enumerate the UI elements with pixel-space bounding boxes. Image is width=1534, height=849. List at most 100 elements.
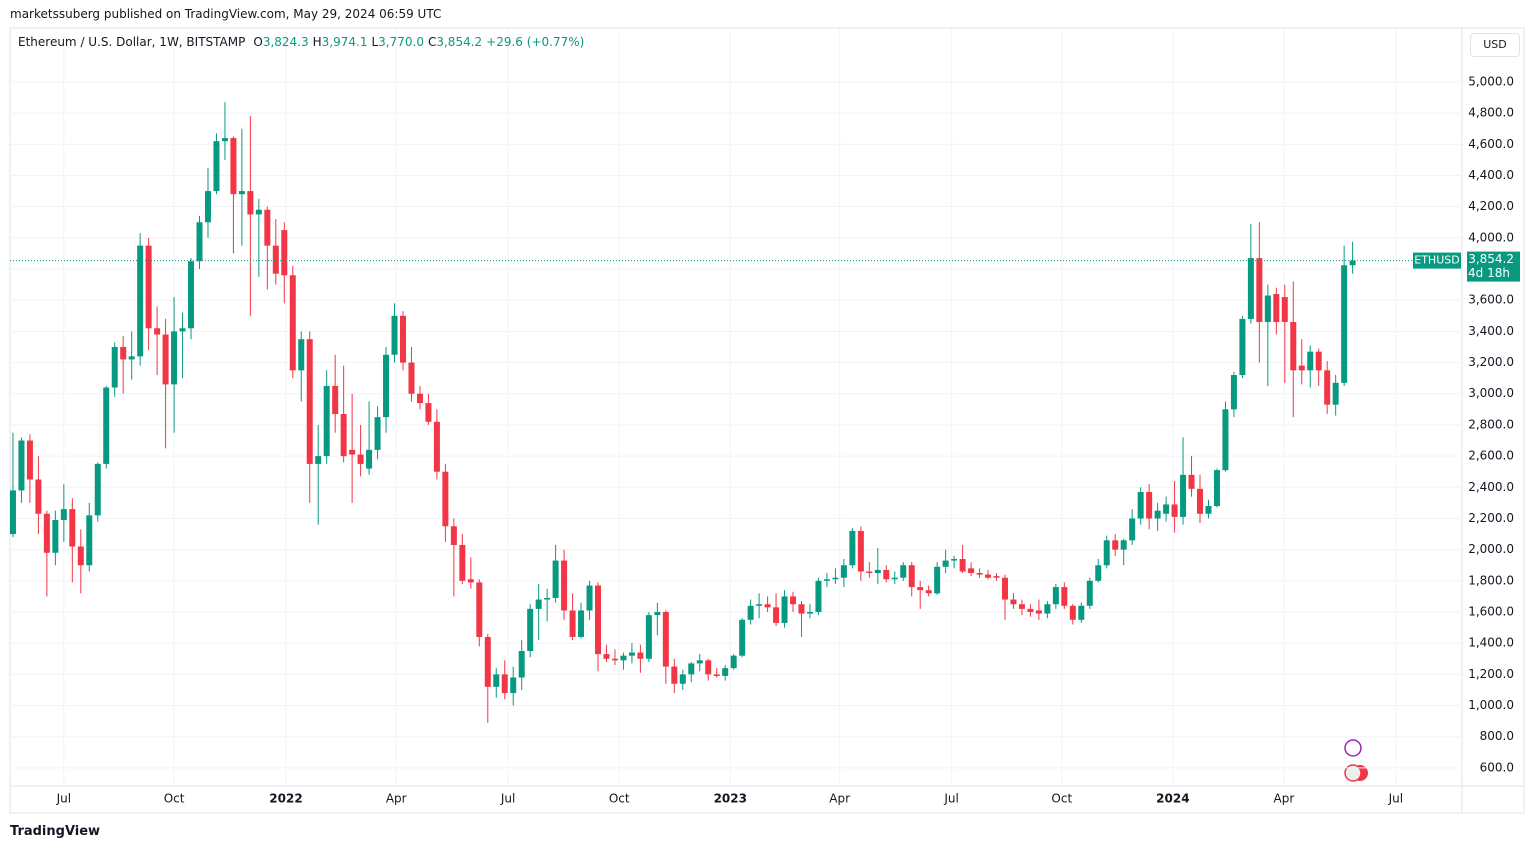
candle-body xyxy=(1230,375,1237,410)
candle-body xyxy=(637,652,644,659)
candle-body xyxy=(120,346,127,360)
event-icon[interactable] xyxy=(1344,764,1362,782)
candle-body xyxy=(925,590,932,594)
candle-body xyxy=(255,209,262,215)
publish-header: marketssuberg published on TradingView.c… xyxy=(10,7,442,21)
candle-body xyxy=(891,577,898,580)
candle-body xyxy=(289,275,296,371)
candle-body xyxy=(1281,297,1288,323)
price-tag xyxy=(1467,251,1520,282)
candle-body xyxy=(1069,605,1076,620)
candle-body xyxy=(196,222,203,262)
candle-body xyxy=(934,566,941,594)
candle-body xyxy=(1239,318,1246,376)
candle-body xyxy=(798,604,805,614)
candle-body xyxy=(900,565,907,578)
candle-body xyxy=(951,559,958,561)
candle-body xyxy=(654,612,661,616)
candle-body xyxy=(611,658,618,661)
candle-body xyxy=(442,471,449,527)
candle-body xyxy=(586,585,593,611)
candle-body xyxy=(688,663,695,675)
x-tick-label: Apr xyxy=(386,792,407,806)
candle-body xyxy=(450,526,457,545)
candle-body xyxy=(595,585,602,655)
candle-body xyxy=(1264,295,1271,323)
footer-logo: TradingView xyxy=(10,824,101,839)
candle-body xyxy=(459,544,466,581)
candle-body xyxy=(739,619,746,656)
candle-body xyxy=(1290,322,1297,371)
candle-body xyxy=(366,449,373,469)
candle-body xyxy=(103,387,110,464)
legend-key: L xyxy=(371,35,379,49)
legend-key: H xyxy=(312,35,322,49)
candle-body xyxy=(747,605,754,620)
x-tick-label: 2022 xyxy=(269,792,302,806)
candle-body xyxy=(1095,565,1102,581)
legend-key: O xyxy=(253,35,263,49)
candle-body xyxy=(1086,580,1093,606)
candle-body xyxy=(544,597,551,600)
candle-body xyxy=(332,385,339,415)
symbol: Ethereum / U.S. Dollar, 1W, BITSTAMP xyxy=(18,35,246,49)
candle-body xyxy=(1349,260,1356,266)
legend-value: 3,974.1 xyxy=(321,35,368,49)
candle-body xyxy=(467,579,474,583)
x-tick-label: Apr xyxy=(1274,792,1295,806)
candle-body xyxy=(391,315,398,355)
y-tick-label: 1,800.0 xyxy=(1468,573,1514,587)
candle-body xyxy=(416,393,423,404)
candle-body xyxy=(340,414,347,457)
candle-body xyxy=(35,479,42,514)
candle-body xyxy=(238,191,245,195)
candle-body xyxy=(43,513,50,553)
candle-body xyxy=(552,560,559,598)
y-tick-label: 1,200.0 xyxy=(1468,667,1514,681)
candle-body xyxy=(52,520,59,553)
candle-body xyxy=(993,576,1000,578)
candle-body xyxy=(128,356,135,360)
candle-body xyxy=(154,328,161,335)
candle-body xyxy=(1341,265,1348,383)
candle-body xyxy=(1171,504,1178,517)
candle-body xyxy=(399,315,406,363)
candle-body xyxy=(179,328,186,332)
candle-body xyxy=(790,596,797,605)
currency-button[interactable]: USD xyxy=(1470,33,1520,57)
y-tick-label: 4,400.0 xyxy=(1468,168,1514,182)
candle-body xyxy=(145,245,152,329)
candle-body xyxy=(823,579,830,581)
candle-body xyxy=(1256,258,1263,323)
candle-body xyxy=(230,138,237,195)
candle-body xyxy=(518,650,525,678)
candle-body xyxy=(408,362,415,394)
candle-body xyxy=(942,560,949,567)
y-tick-label: 3,000.0 xyxy=(1468,386,1514,400)
event-icon[interactable] xyxy=(1344,739,1362,757)
y-tick-label: 3,600.0 xyxy=(1468,293,1514,307)
legend-value: 3,824.3 xyxy=(262,35,309,49)
candle-body xyxy=(696,660,703,664)
candle-body xyxy=(374,417,381,450)
candle-body xyxy=(705,660,712,675)
candle-body xyxy=(968,568,975,574)
candle-body xyxy=(18,440,25,491)
legend: Ethereum / U.S. Dollar, 1W, BITSTAMP O3,8… xyxy=(18,35,588,49)
candle-body xyxy=(213,141,220,192)
x-tick-label: Jul xyxy=(1388,792,1403,806)
candle-body xyxy=(60,509,67,521)
x-tick-label: Jul xyxy=(943,792,958,806)
candle-body xyxy=(756,604,763,606)
candle-body xyxy=(1027,608,1034,613)
candle-body xyxy=(959,559,966,572)
y-tick-label: 3,400.0 xyxy=(1468,324,1514,338)
candle-body xyxy=(832,577,839,580)
y-tick-label: 1,400.0 xyxy=(1468,636,1514,650)
candle-body xyxy=(1120,540,1127,550)
price-tag-label: 3,854.2 xyxy=(1468,252,1514,266)
y-tick-label: 800.0 xyxy=(1480,729,1514,743)
candle-body xyxy=(773,607,780,623)
grid xyxy=(10,28,1462,786)
